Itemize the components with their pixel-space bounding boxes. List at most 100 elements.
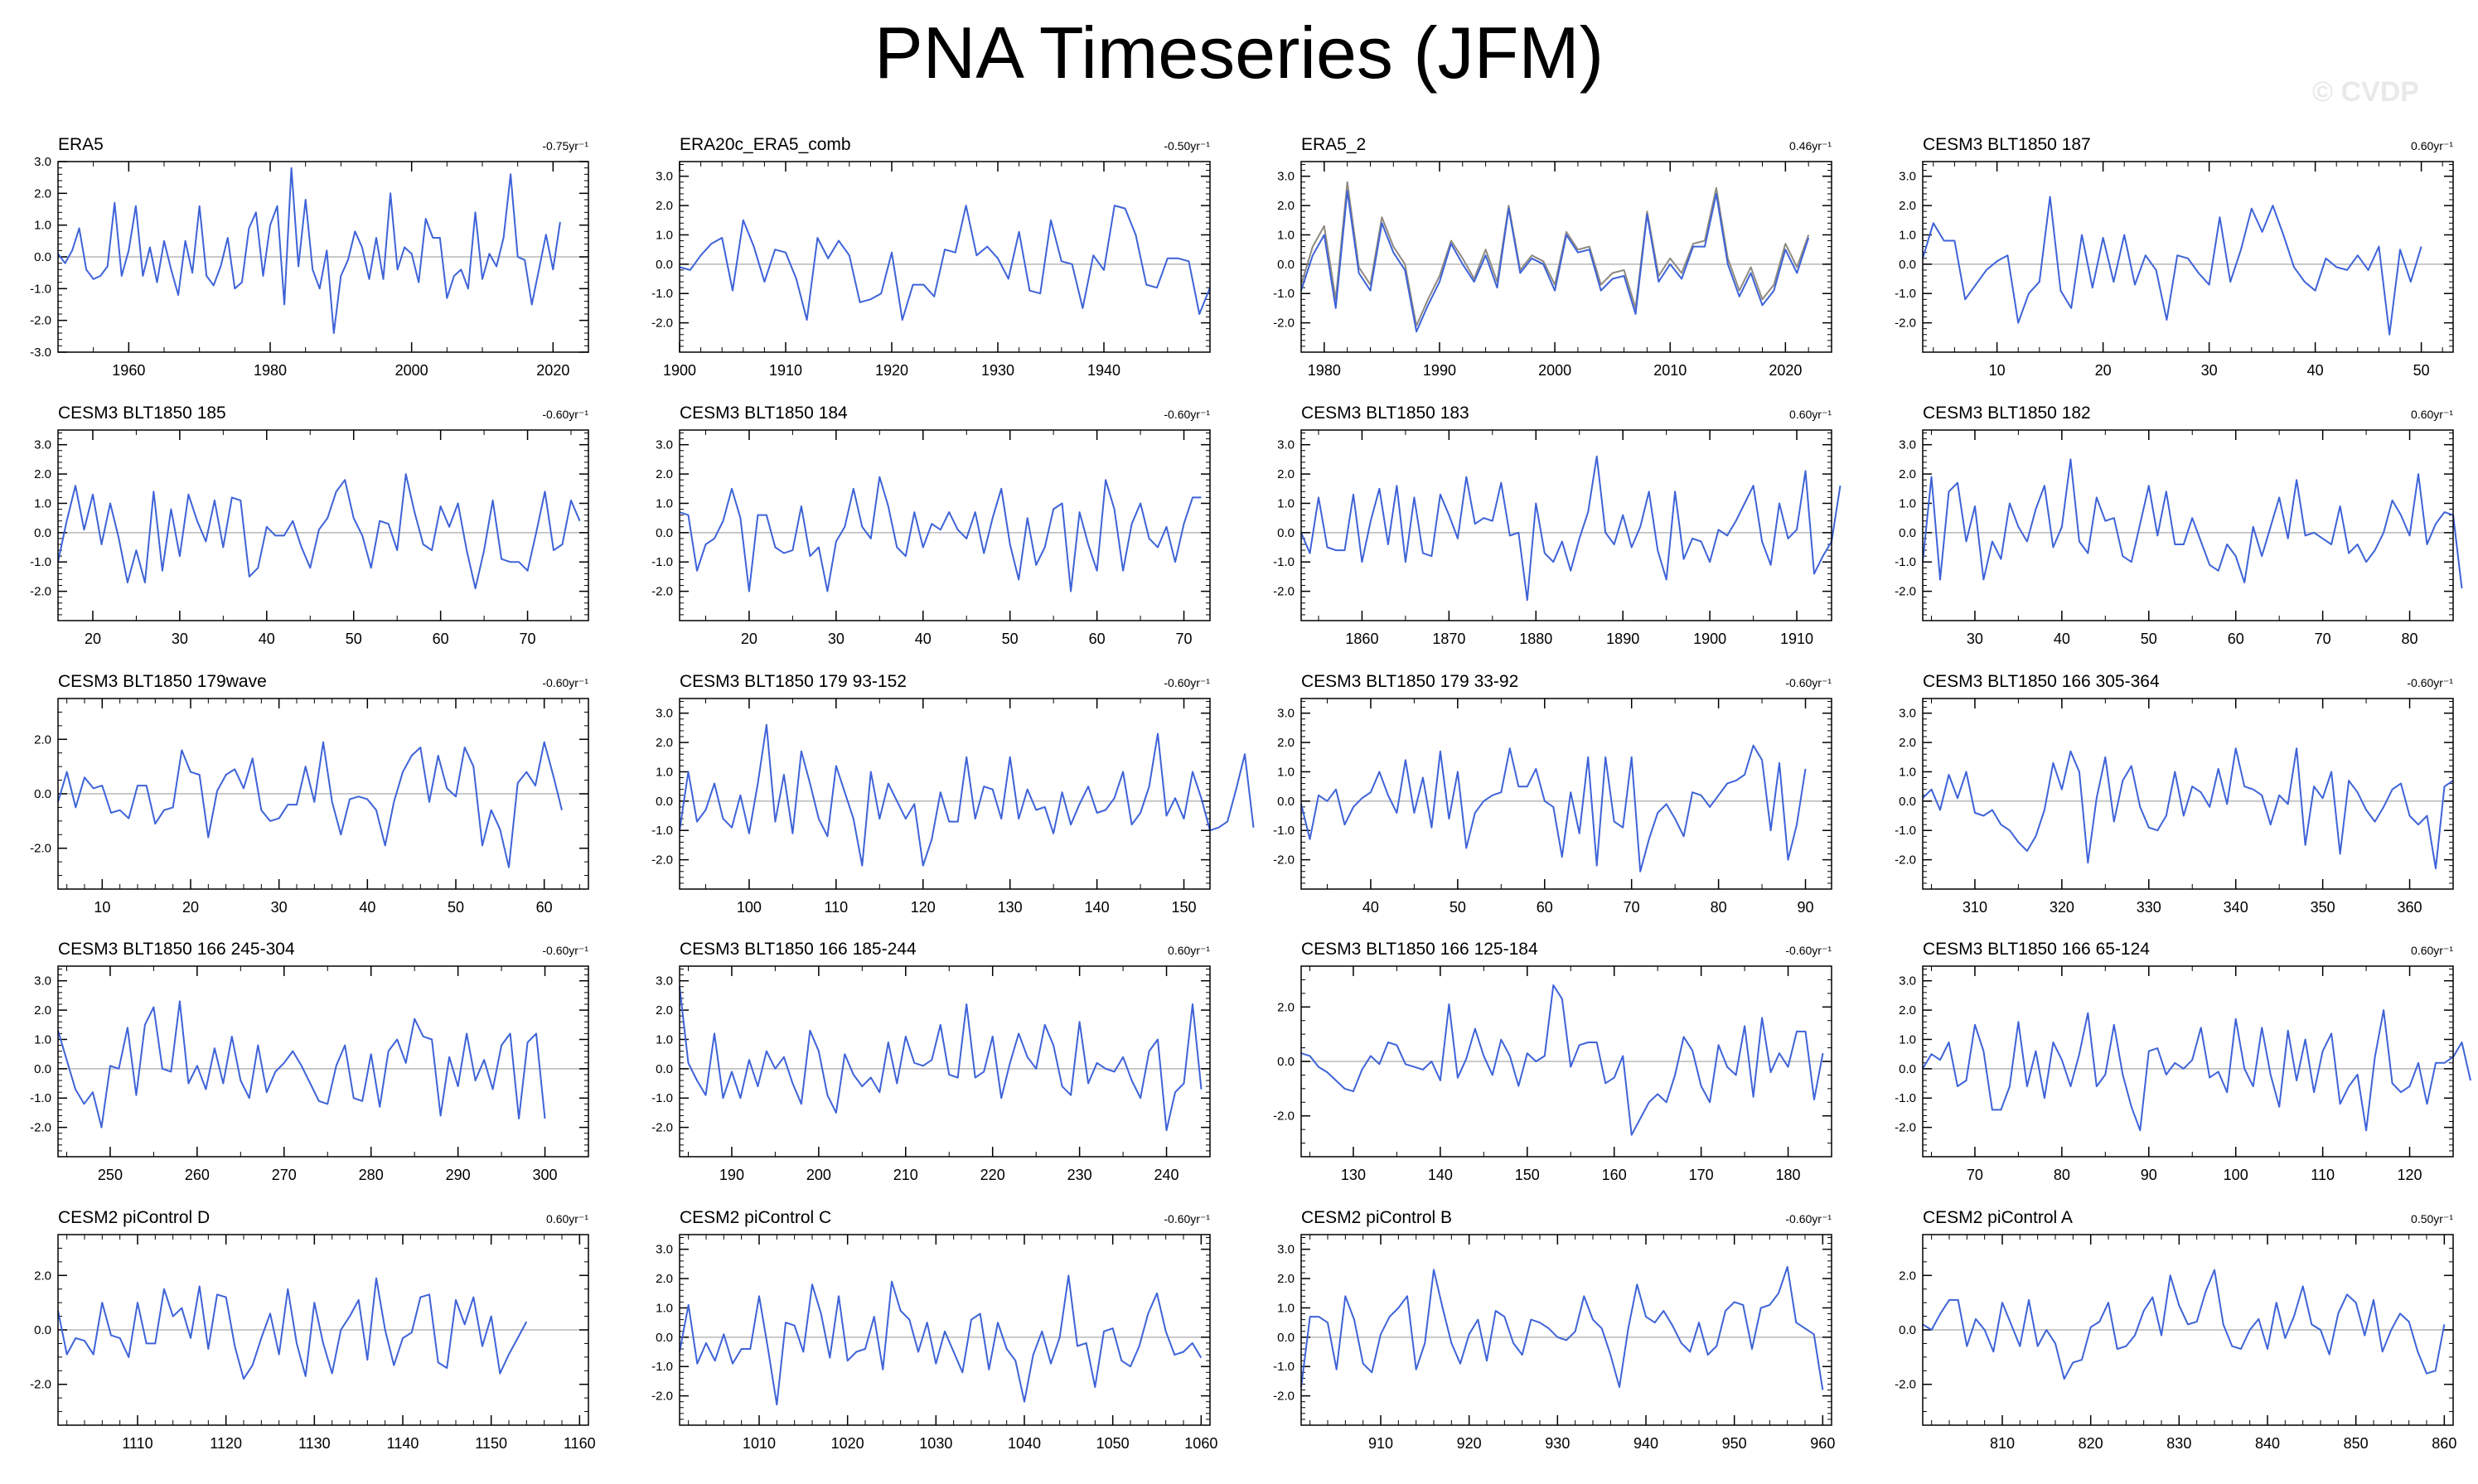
- series-line: [1300, 455, 1842, 602]
- x-tick-label: 850: [2344, 1435, 2369, 1452]
- panel-title: CESM3 BLT1850 166 185-244: [680, 940, 917, 959]
- series-line: [1922, 1269, 2446, 1380]
- x-tick-label: 1880: [1519, 631, 1552, 647]
- plot-frame: [679, 698, 1211, 890]
- y-tick-label: -2.0: [30, 1378, 51, 1392]
- trend-label: -0.60yr⁻¹: [542, 408, 588, 421]
- x-tick-label: 230: [1067, 1167, 1092, 1183]
- plot-frame: [679, 161, 1211, 353]
- trend-label: -0.60yr⁻¹: [1164, 1212, 1210, 1225]
- trend-label: 0.50yr⁻¹: [2411, 1212, 2453, 1225]
- x-tick-label: 940: [1633, 1435, 1658, 1452]
- x-tick-label: 1980: [1308, 362, 1341, 379]
- panel-8: CESM3 BLT1850 179wave -0.60yr⁻¹ 10 20 30 40 50…: [30, 672, 589, 916]
- x-tick-label: 70: [1176, 631, 1193, 647]
- trend-label: -0.60yr⁻¹: [542, 676, 588, 689]
- x-tick-label: 160: [1602, 1167, 1627, 1183]
- y-tick-label: -2.0: [651, 317, 673, 331]
- x-tick-label: 810: [1990, 1435, 2015, 1452]
- y-tick-label: 2.0: [656, 467, 673, 481]
- panel-18: CESM2 piControl B -0.60yr⁻¹ 910 920 930 940 95…: [1273, 1208, 1835, 1452]
- trend-label: -0.60yr⁻¹: [2407, 676, 2453, 689]
- x-tick-label: 1910: [1780, 631, 1813, 647]
- y-tick-label: 2.0: [34, 467, 51, 481]
- series-line: [1300, 984, 1824, 1136]
- trend-label: 0.60yr⁻¹: [1168, 944, 1210, 957]
- y-tick-label: 2.0: [1277, 1272, 1295, 1286]
- y-tick-label: -1.0: [1895, 287, 1916, 301]
- x-tick-label: 120: [911, 899, 936, 916]
- y-tick-label: 0.0: [34, 1062, 51, 1076]
- y-tick-label: 2.0: [1899, 199, 1916, 213]
- x-tick-label: 1130: [298, 1435, 331, 1452]
- x-tick-label: 2020: [1769, 362, 1802, 379]
- trend-label: -0.75yr⁻¹: [542, 139, 588, 152]
- plot-frame: [1922, 1234, 2454, 1426]
- y-tick-label: -2.0: [1273, 317, 1295, 331]
- panel-title: CESM3 BLT1850 182: [1923, 404, 2091, 423]
- x-tick-label: 40: [2307, 362, 2324, 379]
- y-tick-label: 3.0: [34, 974, 51, 989]
- panel-title: CESM3 BLT1850 179 33-92: [1301, 672, 1518, 691]
- x-tick-label: 1040: [1008, 1435, 1041, 1452]
- x-tick-label: 40: [359, 899, 375, 916]
- y-tick-label: 2.0: [656, 1272, 673, 1286]
- x-tick-label: 90: [2141, 1167, 2157, 1183]
- panel-4: CESM3 BLT1850 185 -0.60yr⁻¹ 20 30 40 50 60 70 -2…: [30, 404, 589, 647]
- minor-ticks: [1300, 162, 1832, 353]
- minor-ticks: [1301, 1235, 1832, 1426]
- y-tick-label: 2.0: [656, 736, 673, 750]
- x-tick-label: 50: [346, 631, 362, 647]
- x-tick-label: 10: [1989, 362, 2006, 379]
- y-tick-label: 0.0: [656, 526, 673, 540]
- y-tick-label: 0.0: [1277, 258, 1295, 272]
- x-tick-label: 120: [2398, 1167, 2422, 1183]
- y-tick-label: 3.0: [1899, 170, 1916, 184]
- y-tick-label: 0.0: [1277, 1331, 1295, 1345]
- x-tick-label: 910: [1368, 1435, 1393, 1452]
- x-tick-label: 190: [719, 1167, 744, 1183]
- y-tick-label: 2.0: [1277, 1000, 1295, 1014]
- y-tick-label: 2.0: [656, 199, 673, 213]
- y-tick-label: -2.0: [1895, 1121, 1916, 1135]
- y-tick-label: -1.0: [30, 1091, 51, 1105]
- minor-ticks: [58, 966, 589, 1158]
- trend-label: 0.60yr⁻¹: [546, 1212, 588, 1225]
- panel-title: CESM3 BLT1850 166 65-124: [1923, 940, 2150, 959]
- series-line: [679, 205, 1211, 321]
- x-tick-label: 60: [433, 631, 449, 647]
- panel-title: CESM3 BLT1850 185: [58, 404, 226, 423]
- y-tick-label: -2.0: [651, 585, 673, 599]
- minor-ticks: [680, 430, 1210, 621]
- x-tick-label: 110: [2311, 1167, 2335, 1183]
- series-line: [1922, 196, 2422, 336]
- x-tick-label: 820: [2079, 1435, 2103, 1452]
- y-tick-label: -3.0: [30, 346, 51, 360]
- plot-frame: [679, 1234, 1211, 1426]
- x-tick-label: 1110: [122, 1435, 152, 1452]
- x-tick-label: 40: [1362, 899, 1379, 916]
- plot-frame: [1300, 1234, 1832, 1426]
- x-tick-label: 250: [98, 1167, 123, 1183]
- x-tick-label: 1010: [743, 1435, 776, 1452]
- y-tick-label: 3.0: [656, 170, 673, 184]
- minor-ticks: [680, 966, 1211, 1158]
- y-tick-label: 2.0: [1899, 1269, 1916, 1283]
- series-line: [57, 741, 563, 868]
- x-tick-label: 1020: [831, 1435, 864, 1452]
- y-tick-label: 1.0: [1899, 228, 1916, 242]
- minor-ticks: [1301, 698, 1832, 890]
- y-tick-label: 2.0: [656, 1003, 673, 1018]
- series-line: [679, 1274, 1203, 1406]
- x-tick-label: 310: [1963, 899, 1987, 916]
- x-tick-label: 20: [2095, 362, 2112, 379]
- y-tick-label: -2.0: [651, 1390, 673, 1404]
- series-line: [57, 1000, 546, 1129]
- x-tick-label: 1890: [1606, 631, 1639, 647]
- panel-19: CESM2 piControl A 0.50yr⁻¹ 810 820 830 840 850…: [1895, 1208, 2456, 1452]
- y-tick-label: 3.0: [1277, 438, 1295, 452]
- y-tick-label: 0.0: [34, 1323, 51, 1337]
- plot-frame: [1922, 698, 2454, 890]
- x-tick-label: 1910: [769, 362, 802, 379]
- y-tick-label: -2.0: [1273, 1109, 1295, 1124]
